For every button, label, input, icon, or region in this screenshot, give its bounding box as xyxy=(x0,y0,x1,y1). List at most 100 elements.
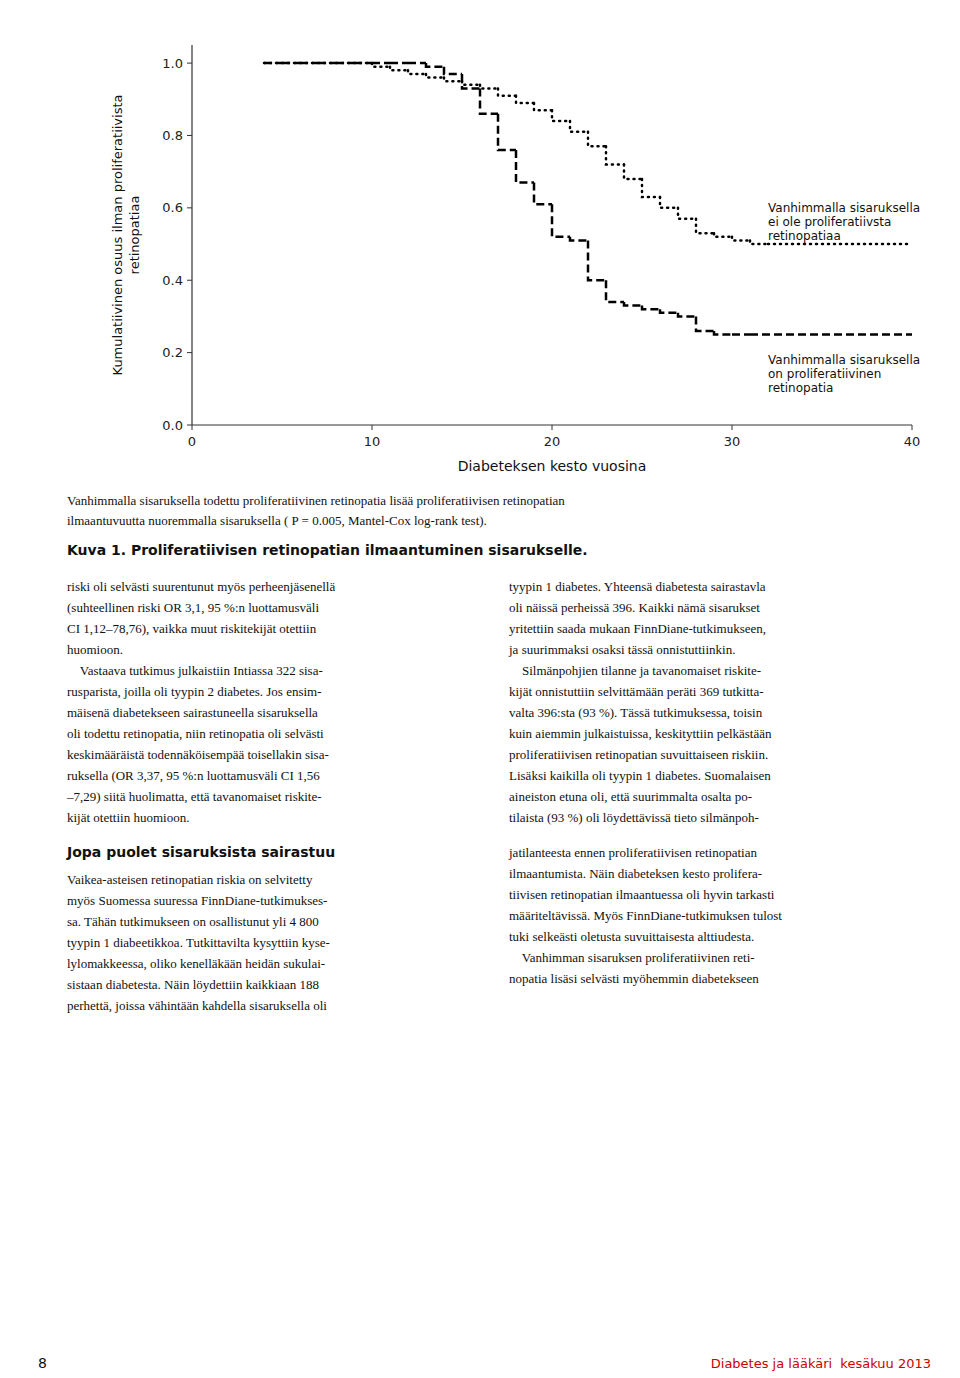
step-segment xyxy=(804,243,822,246)
step-segment xyxy=(498,114,516,150)
y-axis-label-line: retinopatiaa xyxy=(127,196,142,275)
body-line: sa. Tähän tutkimukseen on osallistunut y… xyxy=(67,914,319,929)
body-line: valta 396:sta (93 %). Tässä tutkimuksess… xyxy=(509,705,763,720)
body-line: Silmänpohjien tilanne ja tavanomaiset ri… xyxy=(509,663,761,678)
body-line: –7,29) siitä huolimatta, että tavanomais… xyxy=(66,789,322,804)
step-segment xyxy=(858,243,876,246)
step-segment xyxy=(678,208,696,219)
step-segment xyxy=(642,179,660,197)
step-segment xyxy=(408,70,426,74)
body-line: kijät onnistuttiin selvittämään peräti 3… xyxy=(509,684,764,699)
step-segment xyxy=(300,62,318,65)
body-line: määriteltävissä. Myös FinnDiane-tutkimuk… xyxy=(509,908,782,923)
step-segment xyxy=(876,243,912,246)
step-series xyxy=(264,63,912,244)
step-segment xyxy=(516,96,534,103)
body-line: keskimääräistä todennäköisempää toisella… xyxy=(67,747,329,762)
y-tick xyxy=(187,63,192,64)
step-segment xyxy=(822,243,840,246)
x-tick xyxy=(192,425,193,430)
body-line: ilmaantumista. Näin diabeteksen kesto pr… xyxy=(509,866,762,881)
step-segment xyxy=(678,313,696,317)
step-segment xyxy=(264,62,282,65)
step-segment xyxy=(282,62,300,65)
body-line: lylomakkeessa, oliko kenelläkään heidän … xyxy=(67,956,325,971)
y-tick-label: 0.2 xyxy=(162,345,183,360)
step-segment xyxy=(282,62,300,65)
series-group xyxy=(264,63,912,334)
y-tick xyxy=(187,280,192,281)
step-segment xyxy=(444,67,462,74)
curve-annotation: Vanhimmalla sisaruksellaon proliferatiiv… xyxy=(768,353,920,395)
step-segment xyxy=(660,197,678,208)
y-tick xyxy=(187,135,192,136)
body-line: ja suurimmaksi osaksi tässä onnistuttiin… xyxy=(508,642,735,657)
step-segment xyxy=(534,103,552,110)
step-segment xyxy=(750,333,912,336)
body-line: tyypin 1 diabeetikkoa. Tutkittavilta kys… xyxy=(67,935,330,950)
y-tick-label: 0.8 xyxy=(162,128,183,143)
x-tick-label: 30 xyxy=(724,434,741,449)
body-line: tilaista (93 %) oli löydettävissä tieto … xyxy=(509,810,759,825)
body-line: huomioon. xyxy=(67,642,123,657)
step-segment xyxy=(390,62,408,65)
step-segment xyxy=(750,240,768,244)
body-line: proliferatiivisen retinopatian suvuittai… xyxy=(509,747,768,762)
body-line: kuin aiemmin julkaistuissa, keskityttiin… xyxy=(509,726,772,741)
body-line: yritettiin saada mukaan FinnDiane-tutkim… xyxy=(509,621,766,636)
body-line: Vaikea-asteisen retinopatian riskia on s… xyxy=(67,872,313,887)
y-tick xyxy=(187,352,192,353)
y-tick xyxy=(187,425,192,426)
x-tick-label: 20 xyxy=(544,434,561,449)
y-tick-label: 1.0 xyxy=(162,56,183,71)
curve-annotation: Vanhimmalla sisaruksellaei ole prolifera… xyxy=(768,201,920,243)
figure-label: Kuva 1. Proliferatiivisen retinopatian i… xyxy=(67,542,588,558)
step-segment xyxy=(624,164,642,178)
step-segment xyxy=(534,183,552,205)
annotation-line: retinopatia xyxy=(768,381,833,395)
step-segment xyxy=(498,88,516,95)
body-line: oli näissä perheissä 396. Kaikki nämä si… xyxy=(509,600,760,615)
body-line: Vanhimman sisaruksen proliferatiivinen r… xyxy=(509,950,755,965)
step-segment xyxy=(426,74,444,78)
step-segment xyxy=(372,62,390,65)
page-number: 8 xyxy=(38,1355,47,1371)
caption-line: ilmaantuvuutta nuoremmalla sisaruksella … xyxy=(67,513,487,528)
step-segment xyxy=(606,146,624,164)
step-segment xyxy=(318,62,336,65)
body-line: tyypin 1 diabetes. Yhteensä diabetesta s… xyxy=(509,579,766,594)
step-segment xyxy=(336,62,354,65)
step-segment xyxy=(840,243,858,246)
step-segment xyxy=(264,62,282,65)
step-segment xyxy=(642,306,660,310)
step-segment xyxy=(462,74,480,88)
annotation-line: on proliferatiivinen xyxy=(768,367,881,381)
step-segment xyxy=(570,121,588,132)
body-line: sistaan diabetesta. Näin löydettiin kaik… xyxy=(67,977,319,992)
x-tick-label: 10 xyxy=(364,434,381,449)
step-segment xyxy=(372,63,390,67)
step-segment xyxy=(588,132,606,146)
x-tick-label: 40 xyxy=(904,434,921,449)
body-line: riski oli selvästi suurentunut myös perh… xyxy=(67,579,335,594)
annotation-line: Vanhimmalla sisaruksella xyxy=(768,201,920,215)
step-segment xyxy=(354,62,372,65)
step-segment xyxy=(714,233,732,237)
page: 0102030400.00.20.40.60.81.0Diabeteksen k… xyxy=(0,0,960,1378)
step-segment xyxy=(606,280,624,302)
body-line: kijät otettiin huomioon. xyxy=(67,810,189,825)
page-text: Vanhimmalla sisaruksella todettu prolife… xyxy=(38,493,931,1371)
step-segment xyxy=(444,78,462,82)
body-line: ruksella (OR 3,37, 95 %:n luottamusväli … xyxy=(67,768,320,783)
x-tick-label: 0 xyxy=(188,434,196,449)
step-segment xyxy=(588,240,606,280)
y-tick-label: 0.4 xyxy=(162,273,183,288)
x-tick xyxy=(372,425,373,430)
step-segment xyxy=(336,62,354,65)
step-segment xyxy=(426,63,444,67)
body-line: mäisenä diabetekseen sairastuneella sisa… xyxy=(67,705,318,720)
body-line: tuki selkeästi oletusta suvuittaisesta a… xyxy=(509,929,754,944)
body-line: tiivisen retinopatian ilmaantuessa oli h… xyxy=(509,887,775,902)
step-segment xyxy=(786,243,804,246)
y-tick-label: 0.6 xyxy=(162,200,183,215)
